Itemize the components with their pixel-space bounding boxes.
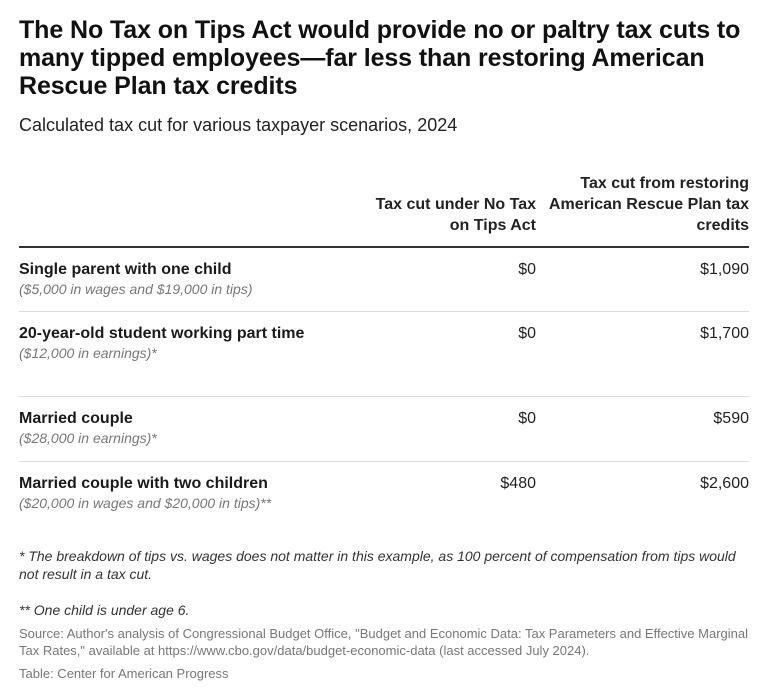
table-row: 20-year-old student working part time ($…	[19, 312, 749, 397]
chart-subtitle: Calculated tax cut for various taxpayer …	[19, 115, 458, 135]
row-note: ($28,000 in earnings)*	[19, 430, 157, 446]
chart-title: The No Tax on Tips Act would provide no …	[19, 16, 741, 100]
value-no-tax-on-tips: $0	[518, 325, 536, 342]
row-label: Married couple	[19, 410, 133, 427]
row-note: ($12,000 in earnings)*	[19, 345, 157, 361]
value-american-rescue-plan: $2,600	[700, 475, 749, 492]
row-label-cell: Married couple ($28,000 in earnings)*	[19, 409, 309, 447]
value-no-tax-on-tips: $0	[518, 261, 536, 278]
table-row: Married couple with two children ($20,00…	[19, 462, 749, 526]
row-label: Single parent with one child	[19, 261, 232, 278]
table-credit: Table: Center for American Progress	[19, 666, 229, 681]
table-header: Tax cut under No Tax on Tips Act Tax cut…	[19, 172, 749, 248]
value-american-rescue-plan: $1,700	[700, 325, 749, 342]
source-note: Source: Author's analysis of Congression…	[19, 626, 748, 658]
footnote-tips-wages: * The breakdown of tips vs. wages does n…	[19, 548, 736, 582]
footnote-child-age: ** One child is under age 6.	[19, 602, 190, 618]
row-label-cell: 20-year-old student working part time ($…	[19, 324, 309, 362]
value-american-rescue-plan: $590	[713, 410, 749, 427]
row-label: Married couple with two children	[19, 475, 268, 492]
column-header-no-tax-on-tips: Tax cut under No Tax on Tips Act	[375, 196, 536, 234]
row-label: 20-year-old student working part time	[19, 325, 305, 342]
row-note: ($5,000 in wages and $19,000 in tips)	[19, 281, 253, 297]
column-header-american-rescue-plan: Tax cut from restoring American Rescue P…	[548, 175, 749, 234]
table-row: Married couple ($28,000 in earnings)* $0…	[19, 397, 749, 462]
value-american-rescue-plan: $1,090	[700, 261, 749, 278]
value-no-tax-on-tips: $0	[518, 410, 536, 427]
row-note: ($20,000 in wages and $20,000 in tips)**	[19, 495, 272, 511]
footnotes: * The breakdown of tips vs. wages does n…	[19, 547, 749, 682]
row-label-cell: Married couple with two children ($20,00…	[19, 474, 309, 512]
value-no-tax-on-tips: $480	[500, 475, 536, 492]
table-row: Single parent with one child ($5,000 in …	[19, 248, 749, 312]
row-label-cell: Single parent with one child ($5,000 in …	[19, 260, 309, 298]
data-table: Tax cut under No Tax on Tips Act Tax cut…	[19, 172, 749, 526]
